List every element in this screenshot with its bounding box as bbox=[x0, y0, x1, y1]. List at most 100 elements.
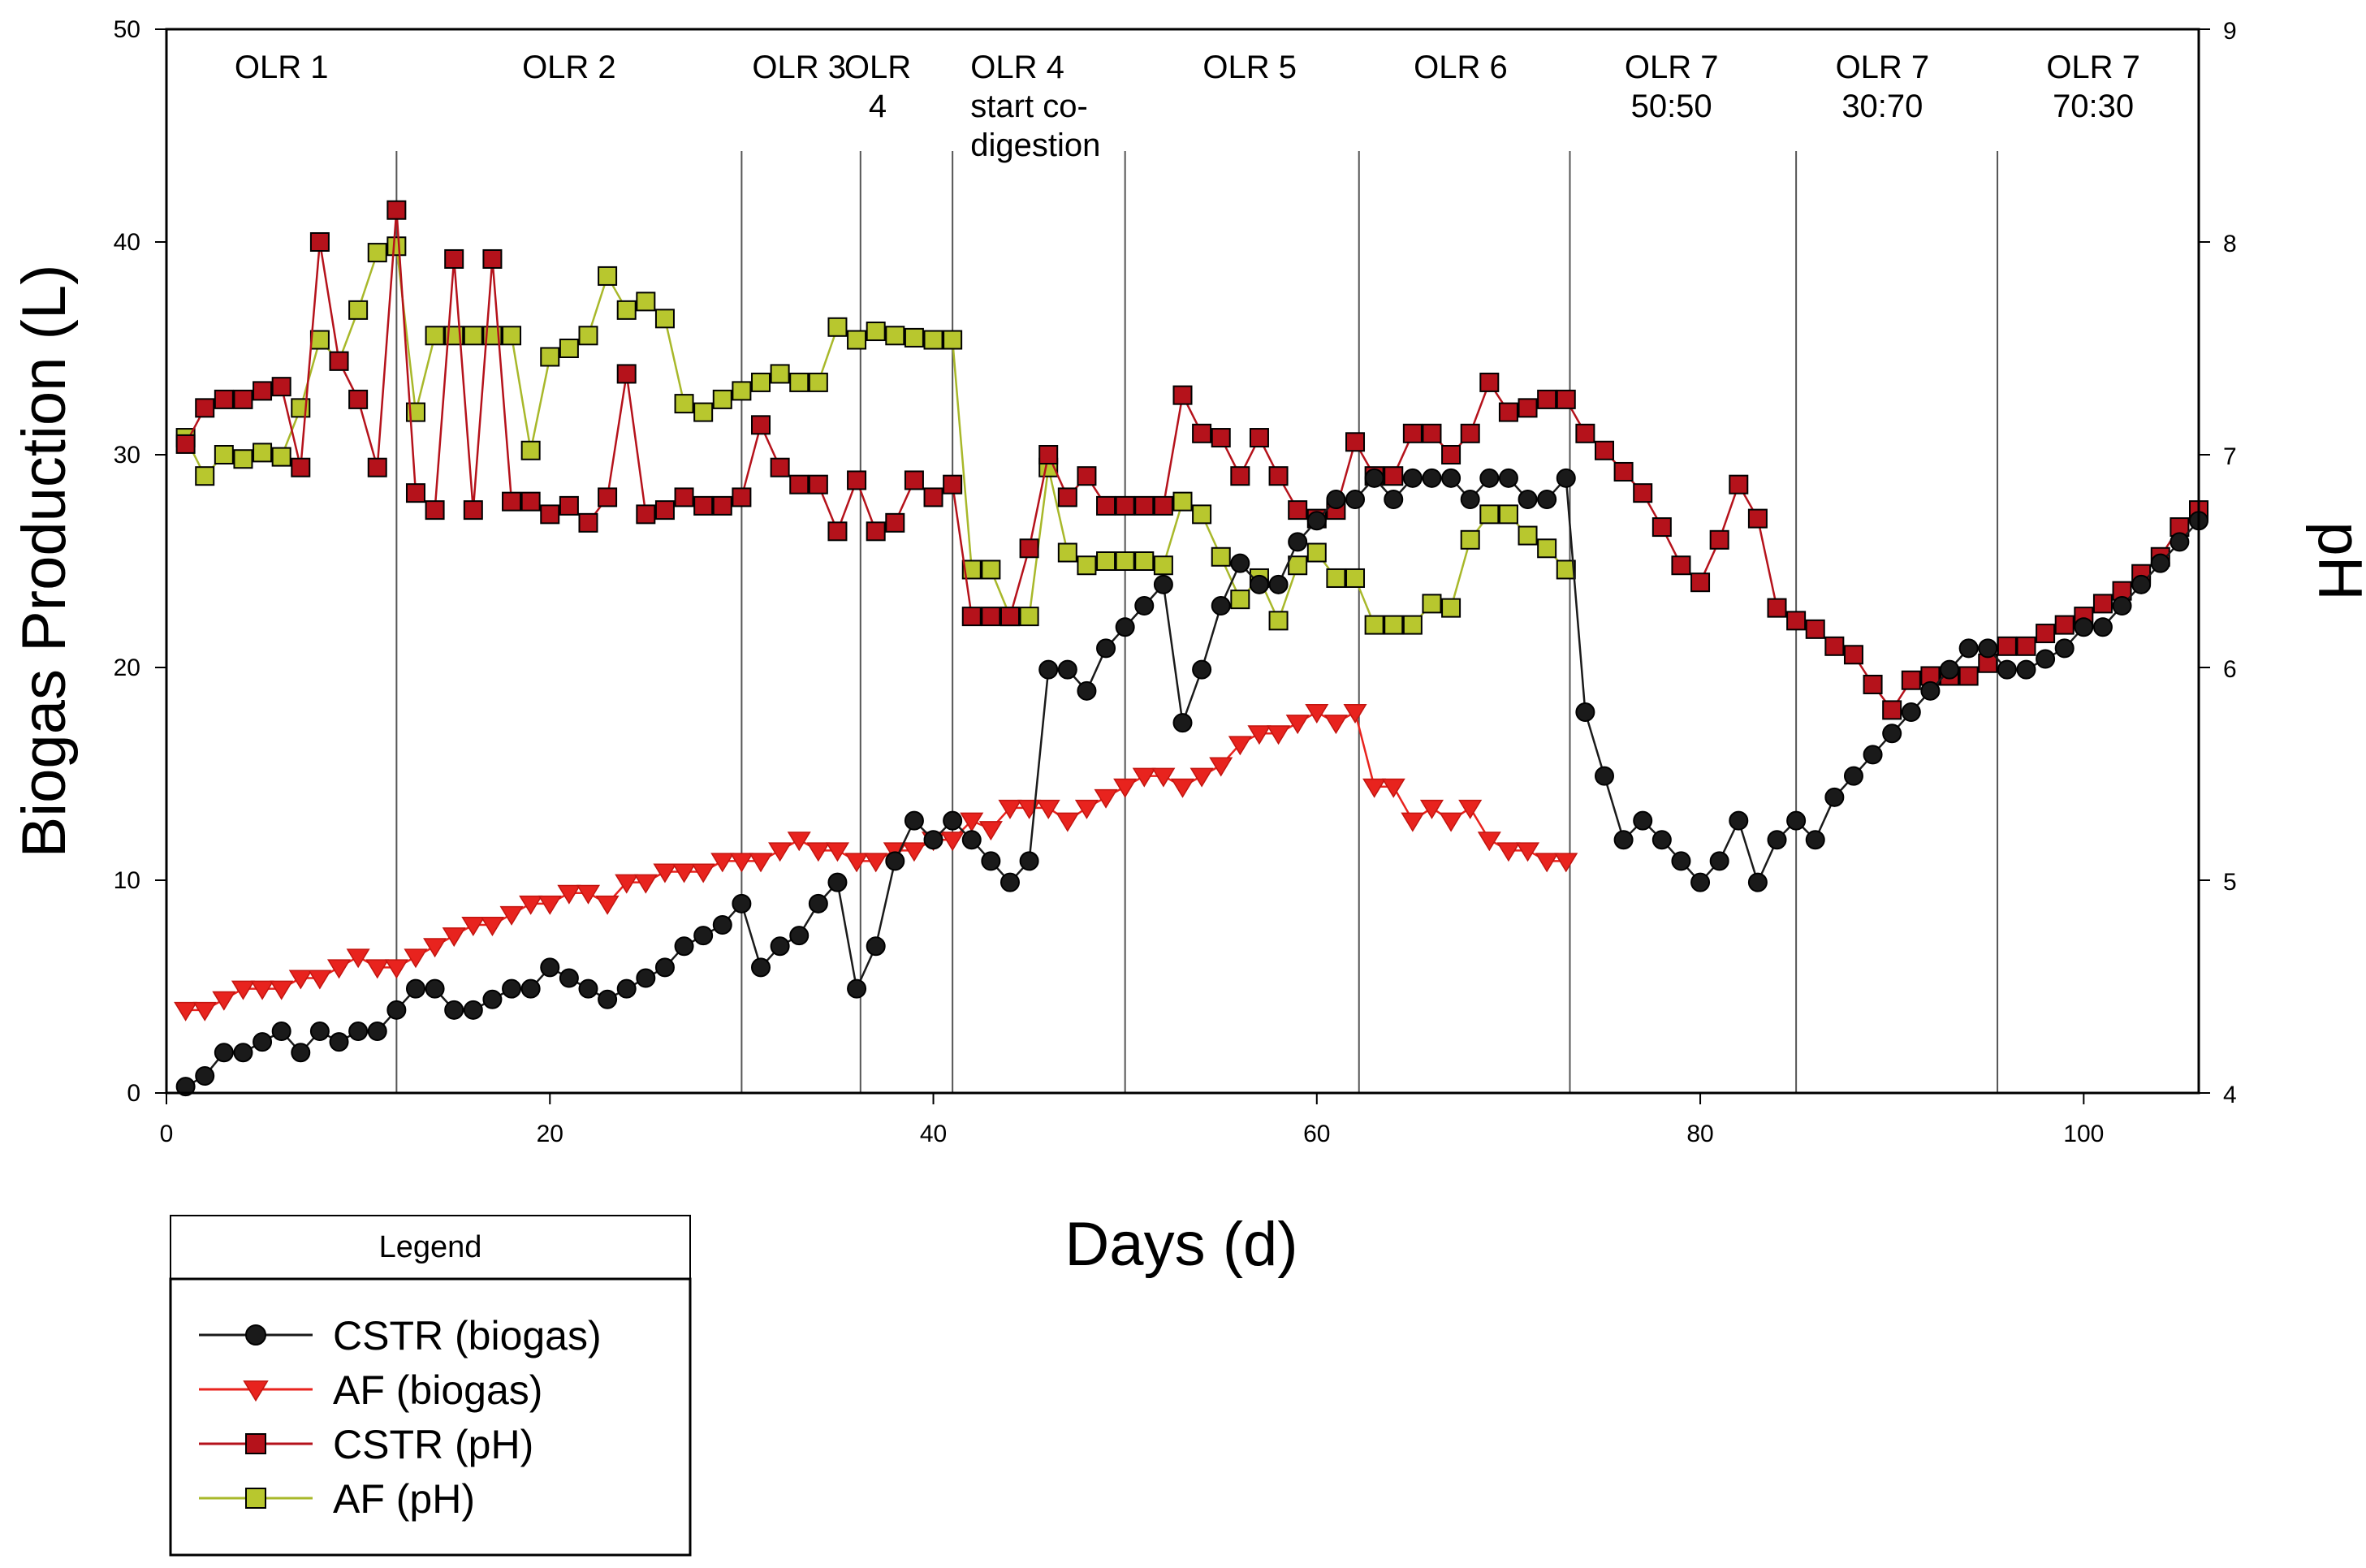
data-point bbox=[288, 970, 313, 990]
data-point bbox=[1786, 810, 1807, 831]
data-point bbox=[1479, 372, 1500, 392]
data-point bbox=[367, 243, 387, 263]
data-point bbox=[1019, 538, 1039, 559]
data-point bbox=[578, 326, 598, 346]
phase-label: OLR 4 bbox=[844, 50, 911, 124]
data-point bbox=[981, 607, 1001, 627]
data-point bbox=[1288, 555, 1308, 576]
data-point bbox=[1211, 428, 1231, 448]
data-point bbox=[1209, 757, 1233, 777]
data-point bbox=[1498, 468, 1518, 488]
y-right-tick-label: 9 bbox=[2223, 18, 2237, 45]
data-point bbox=[444, 326, 464, 346]
data-point bbox=[1633, 483, 1653, 503]
data-point bbox=[405, 978, 425, 999]
data-point bbox=[309, 330, 330, 350]
data-point bbox=[576, 884, 601, 905]
data-point bbox=[1997, 659, 2017, 680]
data-point bbox=[559, 339, 579, 358]
data-point bbox=[1077, 680, 1097, 701]
data-point bbox=[1115, 551, 1135, 571]
data-point bbox=[866, 521, 886, 542]
data-point bbox=[1843, 645, 1863, 665]
data-point bbox=[904, 810, 924, 831]
data-point bbox=[423, 938, 447, 958]
data-point bbox=[463, 1000, 483, 1020]
data-point bbox=[174, 1001, 198, 1022]
y-right-tick-label: 5 bbox=[2223, 869, 2237, 896]
y-left-tick-label: 10 bbox=[114, 867, 140, 894]
data-point bbox=[654, 309, 675, 329]
y-left-tick-label: 50 bbox=[114, 16, 140, 43]
data-point bbox=[1384, 466, 1404, 486]
legend-marker bbox=[245, 1433, 266, 1454]
data-point bbox=[1364, 468, 1384, 488]
data-point bbox=[1460, 529, 1480, 550]
data-point bbox=[674, 936, 694, 957]
phase-label-line: OLR 6 bbox=[1414, 50, 1508, 85]
data-point bbox=[751, 372, 771, 392]
data-point bbox=[712, 915, 732, 935]
data-point bbox=[520, 978, 541, 999]
data-point bbox=[1230, 553, 1250, 573]
phase-label-line: OLR 4 bbox=[970, 50, 1064, 85]
data-point bbox=[348, 1022, 369, 1042]
data-point bbox=[1824, 636, 1845, 656]
data-point bbox=[595, 895, 620, 915]
data-point bbox=[348, 300, 369, 320]
data-point bbox=[482, 248, 503, 269]
data-point bbox=[386, 1000, 407, 1020]
data-point bbox=[1096, 638, 1116, 659]
y-axis-right-title: pH bbox=[2305, 521, 2366, 600]
data-point bbox=[1074, 799, 1099, 819]
data-point bbox=[693, 495, 714, 516]
data-point bbox=[404, 948, 428, 969]
data-point bbox=[808, 474, 828, 495]
data-point bbox=[482, 989, 503, 1009]
data-point bbox=[1268, 611, 1289, 631]
data-point bbox=[1000, 872, 1020, 892]
data-point bbox=[770, 364, 790, 384]
data-point bbox=[847, 330, 867, 350]
data-point bbox=[1556, 468, 1576, 488]
data-point bbox=[1401, 812, 1425, 832]
x-tick-label: 40 bbox=[920, 1121, 947, 1147]
data-point bbox=[923, 830, 943, 850]
data-point bbox=[2170, 532, 2190, 552]
data-point bbox=[309, 1022, 330, 1042]
data-point bbox=[961, 559, 982, 580]
data-point bbox=[1843, 766, 1863, 786]
data-point bbox=[253, 1032, 273, 1052]
data-point bbox=[1460, 490, 1480, 510]
legend-entry: AF (biogas) bbox=[199, 1367, 542, 1413]
data-point bbox=[923, 330, 943, 350]
phase-label: OLR 6 bbox=[1414, 50, 1508, 85]
phase-label: OLR 5 bbox=[1202, 50, 1297, 85]
data-point bbox=[616, 978, 637, 999]
phase-label: OLR 3 bbox=[752, 50, 846, 85]
phase-label: OLR 7 30:70 bbox=[1836, 50, 1930, 124]
data-point bbox=[2054, 638, 2075, 659]
data-point bbox=[674, 394, 694, 414]
data-point bbox=[1651, 517, 1672, 538]
data-point bbox=[710, 853, 735, 873]
legend-entry: CSTR (pH) bbox=[199, 1422, 533, 1467]
data-point bbox=[425, 326, 445, 346]
data-point bbox=[1192, 659, 1212, 680]
data-point bbox=[1613, 830, 1634, 850]
data-point bbox=[1556, 559, 1576, 580]
data-point bbox=[674, 487, 694, 508]
data-point bbox=[1247, 725, 1272, 745]
data-point bbox=[1518, 525, 1538, 546]
data-point bbox=[291, 457, 311, 477]
data-point bbox=[1345, 432, 1366, 452]
data-point bbox=[1671, 555, 1691, 576]
data-point bbox=[1094, 788, 1118, 809]
phase-label-line: start co- bbox=[970, 89, 1087, 124]
legend-entries: CSTR (biogas) AF (biogas) CSTR (pH) AF (pH) bbox=[199, 1313, 602, 1522]
data-point bbox=[1441, 445, 1461, 464]
data-point bbox=[1362, 778, 1387, 798]
data-point bbox=[1285, 715, 1310, 735]
data-point bbox=[482, 326, 503, 346]
